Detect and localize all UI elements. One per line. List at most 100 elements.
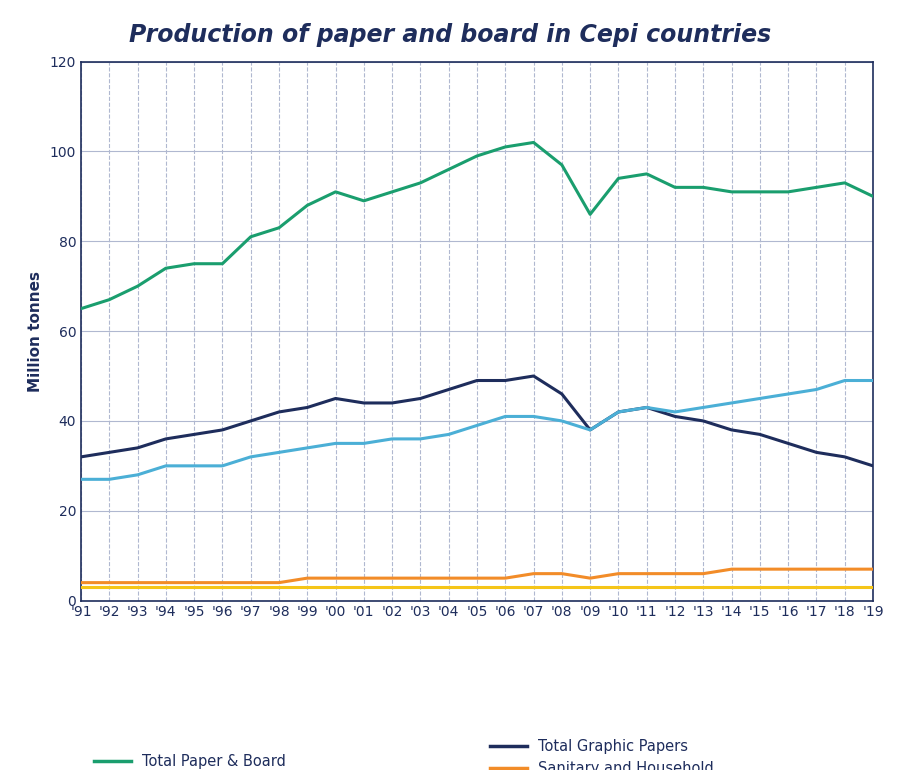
Total Packaging Paper & Board (726, 398, 737, 407)
Total Graphic Papers (217, 425, 228, 434)
Other Paper & Board (189, 582, 200, 591)
Total Paper & Board (246, 233, 256, 242)
Other Paper & Board (500, 582, 510, 591)
Total Graphic Papers (670, 412, 680, 421)
Sanitary and Household (132, 578, 143, 588)
Sanitary and Household (698, 569, 708, 578)
Total Graphic Papers (160, 434, 171, 444)
Total Packaging Paper & Board (189, 461, 200, 470)
Total Packaging Paper & Board (528, 412, 539, 421)
Total Graphic Papers (387, 398, 398, 407)
Total Packaging Paper & Board (754, 394, 765, 403)
Total Packaging Paper & Board (556, 417, 567, 426)
Line: Sanitary and Household: Sanitary and Household (81, 569, 873, 583)
Total Paper & Board (642, 169, 652, 179)
Sanitary and Household (330, 574, 341, 583)
Sanitary and Household (613, 569, 624, 578)
Total Packaging Paper & Board (670, 407, 680, 417)
Total Paper & Board (726, 187, 737, 196)
Sanitary and Household (274, 578, 284, 588)
Sanitary and Household (302, 574, 312, 583)
Other Paper & Board (330, 582, 341, 591)
Total Graphic Papers (528, 371, 539, 380)
Other Paper & Board (811, 582, 822, 591)
Total Graphic Papers (500, 376, 510, 385)
Other Paper & Board (783, 582, 794, 591)
Total Paper & Board (754, 187, 765, 196)
Total Packaging Paper & Board (840, 376, 850, 385)
Total Packaging Paper & Board (132, 470, 143, 480)
Total Graphic Papers (811, 448, 822, 457)
Other Paper & Board (556, 582, 567, 591)
Total Packaging Paper & Board (358, 439, 369, 448)
Total Graphic Papers (132, 444, 143, 453)
Total Packaging Paper & Board (104, 474, 114, 484)
Other Paper & Board (726, 582, 737, 591)
Total Graphic Papers (104, 448, 114, 457)
Other Paper & Board (387, 582, 398, 591)
Sanitary and Household (189, 578, 200, 588)
Total Paper & Board (217, 259, 228, 269)
Other Paper & Board (104, 582, 114, 591)
Other Paper & Board (76, 582, 86, 591)
Other Paper & Board (670, 582, 680, 591)
Other Paper & Board (246, 582, 256, 591)
Total Paper & Board (783, 187, 794, 196)
Other Paper & Board (132, 582, 143, 591)
Total Graphic Papers (585, 425, 596, 434)
Sanitary and Household (754, 564, 765, 574)
Y-axis label: Million tonnes: Million tonnes (28, 270, 43, 392)
Total Graphic Papers (76, 452, 86, 461)
Other Paper & Board (754, 582, 765, 591)
Total Paper & Board (415, 179, 426, 188)
Other Paper & Board (472, 582, 482, 591)
Sanitary and Household (642, 569, 652, 578)
Sanitary and Household (160, 578, 171, 588)
Other Paper & Board (613, 582, 624, 591)
Sanitary and Household (500, 574, 510, 583)
Total Packaging Paper & Board (387, 434, 398, 444)
Total Graphic Papers (754, 430, 765, 439)
Sanitary and Household (415, 574, 426, 583)
Total Paper & Board (274, 223, 284, 233)
Total Graphic Papers (840, 452, 850, 461)
Total Packaging Paper & Board (783, 390, 794, 399)
Total Packaging Paper & Board (217, 461, 228, 470)
Total Packaging Paper & Board (246, 452, 256, 461)
Total Paper & Board (189, 259, 200, 269)
Sanitary and Household (528, 569, 539, 578)
Sanitary and Household (104, 578, 114, 588)
Total Paper & Board (670, 182, 680, 192)
Total Paper & Board (556, 160, 567, 169)
Other Paper & Board (415, 582, 426, 591)
Sanitary and Household (246, 578, 256, 588)
Total Paper & Board (472, 152, 482, 161)
Total Paper & Board (811, 182, 822, 192)
Total Packaging Paper & Board (302, 444, 312, 453)
Total Packaging Paper & Board (811, 385, 822, 394)
Total Graphic Papers (330, 394, 341, 403)
Sanitary and Household (726, 564, 737, 574)
Total Paper & Board (160, 263, 171, 273)
Line: Total Paper & Board: Total Paper & Board (81, 142, 873, 309)
Sanitary and Household (444, 574, 454, 583)
Total Paper & Board (585, 209, 596, 219)
Total Paper & Board (698, 182, 708, 192)
Total Graphic Papers (444, 385, 454, 394)
Total Paper & Board (76, 304, 86, 313)
Total Graphic Papers (783, 439, 794, 448)
Total Paper & Board (840, 179, 850, 188)
Sanitary and Household (217, 578, 228, 588)
Sanitary and Household (556, 569, 567, 578)
Total Graphic Papers (274, 407, 284, 417)
Total Graphic Papers (472, 376, 482, 385)
Total Packaging Paper & Board (585, 425, 596, 434)
Total Packaging Paper & Board (444, 430, 454, 439)
Other Paper & Board (274, 582, 284, 591)
Sanitary and Household (76, 578, 86, 588)
Total Graphic Papers (302, 403, 312, 412)
Total Paper & Board (132, 282, 143, 291)
Total Graphic Papers (415, 394, 426, 403)
Total Packaging Paper & Board (76, 474, 86, 484)
Sanitary and Household (670, 569, 680, 578)
